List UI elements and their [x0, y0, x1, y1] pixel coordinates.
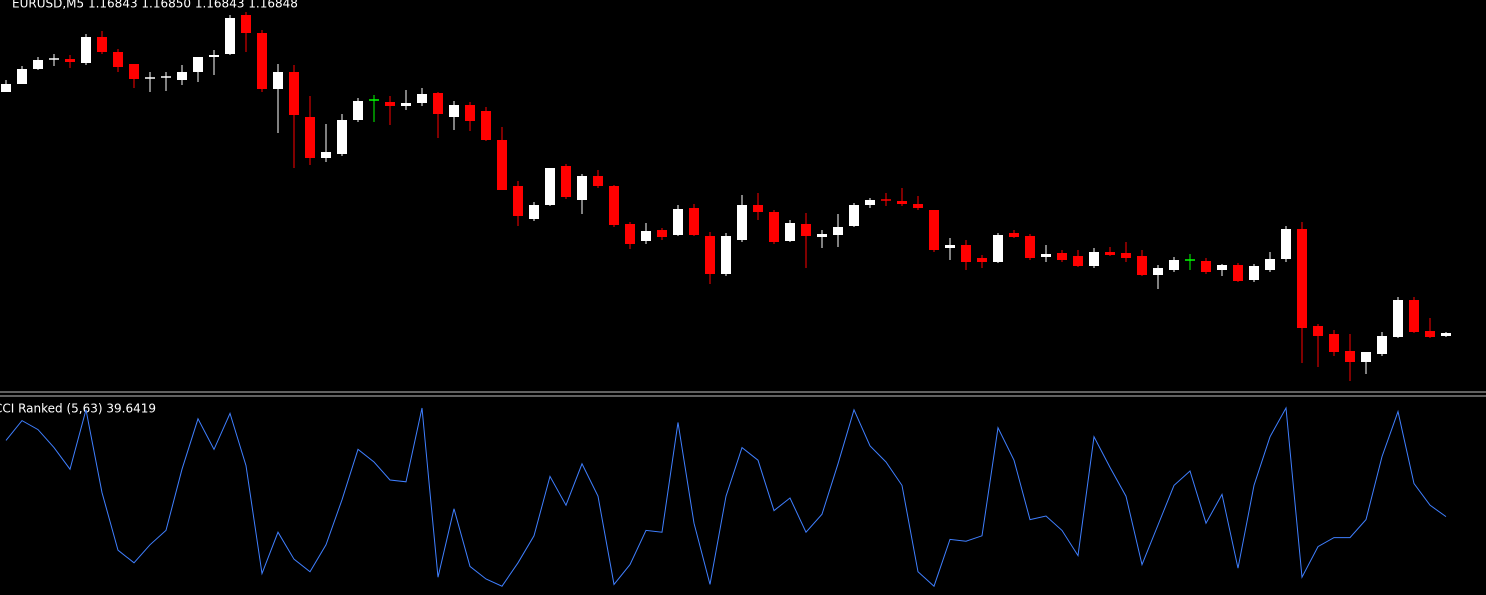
candle-body [929, 210, 939, 250]
candle-body [689, 208, 699, 235]
candle-body [1361, 352, 1371, 362]
candle-body [945, 245, 955, 248]
candle-body [209, 55, 219, 57]
candle-body [913, 204, 923, 208]
candle-body [1041, 254, 1051, 257]
candle-body [993, 235, 1003, 262]
candle-body [1137, 256, 1147, 275]
candle-body [1025, 236, 1035, 258]
candle-body [1217, 265, 1227, 270]
candle-body [1441, 333, 1451, 336]
candle-body [1201, 261, 1211, 272]
candle-body [1329, 334, 1339, 352]
candle-body [33, 60, 43, 69]
candle-body [305, 117, 315, 158]
candle-body [1233, 265, 1243, 281]
candle-body [433, 93, 443, 114]
candle-body [897, 201, 907, 204]
candle-body [513, 186, 523, 216]
candle-body [1265, 259, 1275, 270]
candle-body [225, 18, 235, 54]
candle-body [737, 205, 747, 240]
candle-body [1313, 326, 1323, 336]
candle-body [289, 72, 299, 115]
candle-body [529, 205, 539, 219]
candle-body [353, 101, 363, 120]
candle-body [641, 231, 651, 241]
candle-body [65, 59, 75, 62]
candle-body [1009, 233, 1019, 237]
candle-body [673, 209, 683, 235]
candle-body [769, 212, 779, 242]
candle-body [1, 84, 11, 92]
candle-body [801, 224, 811, 236]
candle-body [977, 258, 987, 262]
candle-body [545, 168, 555, 205]
candle-body [1409, 300, 1419, 332]
candle-body [561, 166, 571, 197]
candle-body [785, 223, 795, 241]
candle-body [1089, 252, 1099, 266]
candle-body [1153, 268, 1163, 275]
candle-body [401, 103, 411, 106]
candle-body [129, 64, 139, 79]
candle-body [17, 69, 27, 84]
indicator-line [5, 406, 1447, 588]
candle-body [1425, 331, 1435, 337]
candle-body [417, 94, 427, 103]
candle-body [1169, 260, 1179, 270]
candle-body [337, 120, 347, 154]
candle-body [865, 200, 875, 205]
candle-body [609, 186, 619, 225]
candle-body [97, 37, 107, 52]
candle-body [1121, 253, 1131, 258]
symbol-title: EURUSD,M5 1.16843 1.16850 1.16843 1.1684… [12, 0, 298, 11]
candle-body [753, 205, 763, 212]
candle-body [705, 236, 715, 274]
candle-body [1073, 256, 1083, 266]
candle-body [1345, 351, 1355, 362]
candle-body [961, 245, 971, 262]
candle-body [1105, 252, 1115, 255]
candle-body [481, 111, 491, 140]
candle-body [1393, 300, 1403, 337]
candle-body [113, 52, 123, 67]
candle-body [465, 105, 475, 121]
candle-body [257, 33, 267, 89]
candle-body [321, 152, 331, 158]
candle-body [833, 227, 843, 235]
candle-body [1057, 253, 1067, 260]
candle-body [385, 102, 395, 106]
candle-body [1377, 336, 1387, 354]
candle-body [497, 140, 507, 190]
candle-body [849, 205, 859, 226]
candle-body [241, 15, 251, 33]
candle-body [1297, 229, 1307, 328]
candle-body [577, 176, 587, 200]
candle-body [817, 234, 827, 237]
candle-body [593, 176, 603, 186]
candle-body [81, 37, 91, 63]
candle-body [721, 236, 731, 274]
candle-body [193, 57, 203, 72]
candle-body [625, 224, 635, 244]
candle-body [657, 230, 667, 237]
candle-body [177, 72, 187, 80]
candle-body [449, 105, 459, 117]
candle-body [273, 72, 283, 89]
candle-body [1281, 229, 1291, 259]
indicator-title: CCI Ranked (5,63) 39.6419 [0, 402, 156, 416]
candle-body [1249, 266, 1259, 280]
